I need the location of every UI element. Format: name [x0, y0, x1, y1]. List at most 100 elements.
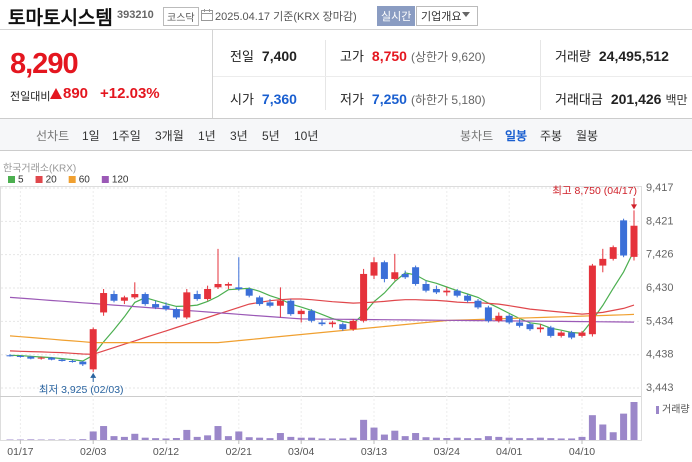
- divider: [213, 76, 692, 77]
- tab[interactable]: 5년: [262, 129, 280, 143]
- candle-body: [505, 315, 513, 323]
- volume-bar: [568, 438, 576, 440]
- tab[interactable]: 1주일: [112, 129, 141, 143]
- volume-bar: [360, 419, 368, 440]
- volume-bar: [609, 432, 617, 440]
- volume-bar: [89, 431, 97, 440]
- y-tick-label: 6,430: [646, 282, 674, 294]
- y-tick-label: 3,443: [646, 382, 674, 394]
- tab[interactable]: 월봉: [576, 129, 599, 143]
- high-annotation: 최고 8,750 (04/17): [552, 185, 637, 197]
- volume-bar: [141, 437, 149, 440]
- realtime-button[interactable]: 실시간: [377, 6, 416, 26]
- change-rate: +12.03%: [100, 85, 160, 102]
- legend-label: 5: [18, 175, 24, 186]
- candle-body: [214, 283, 222, 288]
- x-tick-label: 04/10: [569, 446, 595, 458]
- volume-bar: [193, 436, 201, 440]
- candle-body: [100, 293, 108, 313]
- legend-swatch: [68, 176, 76, 183]
- y-tick-label: 4,438: [646, 349, 674, 361]
- tab[interactable]: 3년: [230, 129, 248, 143]
- volume-bar: [349, 437, 357, 440]
- candle-body: [412, 267, 420, 284]
- candle-body: [432, 289, 440, 293]
- candle-body: [245, 289, 253, 296]
- candle-body: [318, 322, 326, 325]
- divider: [540, 40, 541, 110]
- volume-bar: [224, 436, 232, 440]
- volume-bar: [443, 437, 451, 440]
- volume-bar: [276, 433, 284, 440]
- volume-bar: [547, 438, 555, 440]
- volume-bar: [588, 415, 596, 440]
- x-tick-label: 03/04: [288, 446, 314, 458]
- volume-bar: [297, 437, 305, 440]
- volume-bar: [422, 437, 430, 440]
- legend-label: 20: [46, 175, 58, 186]
- legend-label: 60: [79, 175, 91, 186]
- change-label: 전일대비: [10, 91, 51, 103]
- volume-bar: [245, 437, 253, 440]
- candle-body: [27, 356, 35, 359]
- tab[interactable]: 3개월: [155, 129, 184, 143]
- company-button[interactable]: 기업개요: [416, 6, 479, 26]
- candle-body: [141, 294, 149, 305]
- stat: 고가 8,750 (상한가 9,620): [340, 46, 485, 65]
- candle-body: [183, 292, 191, 318]
- candle-body: [401, 273, 409, 278]
- low-arrow-head: [90, 372, 97, 378]
- volume-bar: [495, 436, 503, 440]
- change-value: 890: [63, 85, 89, 102]
- volume-legend-swatch: [656, 406, 659, 414]
- tab[interactable]: 일봉: [505, 129, 528, 143]
- candle-body: [568, 332, 576, 338]
- up-arrow-icon: [50, 88, 62, 99]
- candle-body: [287, 300, 295, 315]
- volume-bar: [380, 434, 388, 440]
- stat-note: (상한가 9,620): [410, 50, 486, 64]
- tab-bar: [0, 118, 692, 151]
- date-text: 2025.04.17 기준(KRX 장마감): [215, 11, 357, 23]
- candle-body: [349, 320, 357, 330]
- candle-body: [391, 272, 399, 279]
- stat-label: 거래대금: [555, 92, 603, 107]
- plot-frame: [0, 186, 642, 441]
- volume-bar: [308, 437, 316, 440]
- volume-bar: [183, 429, 191, 440]
- candle-body: [37, 357, 45, 359]
- candle-body: [224, 283, 232, 286]
- legend-swatch: [8, 176, 15, 183]
- stat-value: 201,426: [610, 91, 662, 107]
- volume-bar: [318, 438, 326, 440]
- legend-label: 120: [112, 175, 129, 186]
- stat-value: 7,400: [261, 48, 297, 64]
- volume-bar: [131, 433, 139, 440]
- volume-bar: [412, 433, 420, 440]
- volume-bar: [464, 438, 472, 440]
- volume-bar: [432, 437, 440, 440]
- volume-bar: [484, 436, 492, 440]
- tab[interactable]: 10년: [294, 129, 319, 143]
- candle-body: [474, 300, 482, 308]
- volume-bar: [578, 436, 586, 440]
- tab[interactable]: 1년: [198, 129, 216, 143]
- candle-body: [578, 332, 586, 336]
- candle-body: [516, 322, 524, 326]
- stat: 거래량 24,495,512: [555, 46, 669, 65]
- stat-label: 전일: [230, 49, 254, 64]
- candle-body: [68, 360, 76, 362]
- stat: 전일 7,400: [230, 46, 297, 65]
- stat-label: 거래량: [555, 49, 591, 64]
- candle-body: [48, 357, 56, 360]
- candle-body: [120, 297, 128, 301]
- y-tick-label: 9,417: [646, 182, 674, 194]
- candle-body: [308, 310, 316, 321]
- candle-body: [297, 310, 305, 315]
- tab[interactable]: 1일: [82, 129, 100, 143]
- volume-bar: [630, 402, 638, 440]
- candle-body: [495, 315, 503, 321]
- tab[interactable]: 주봉: [540, 129, 563, 143]
